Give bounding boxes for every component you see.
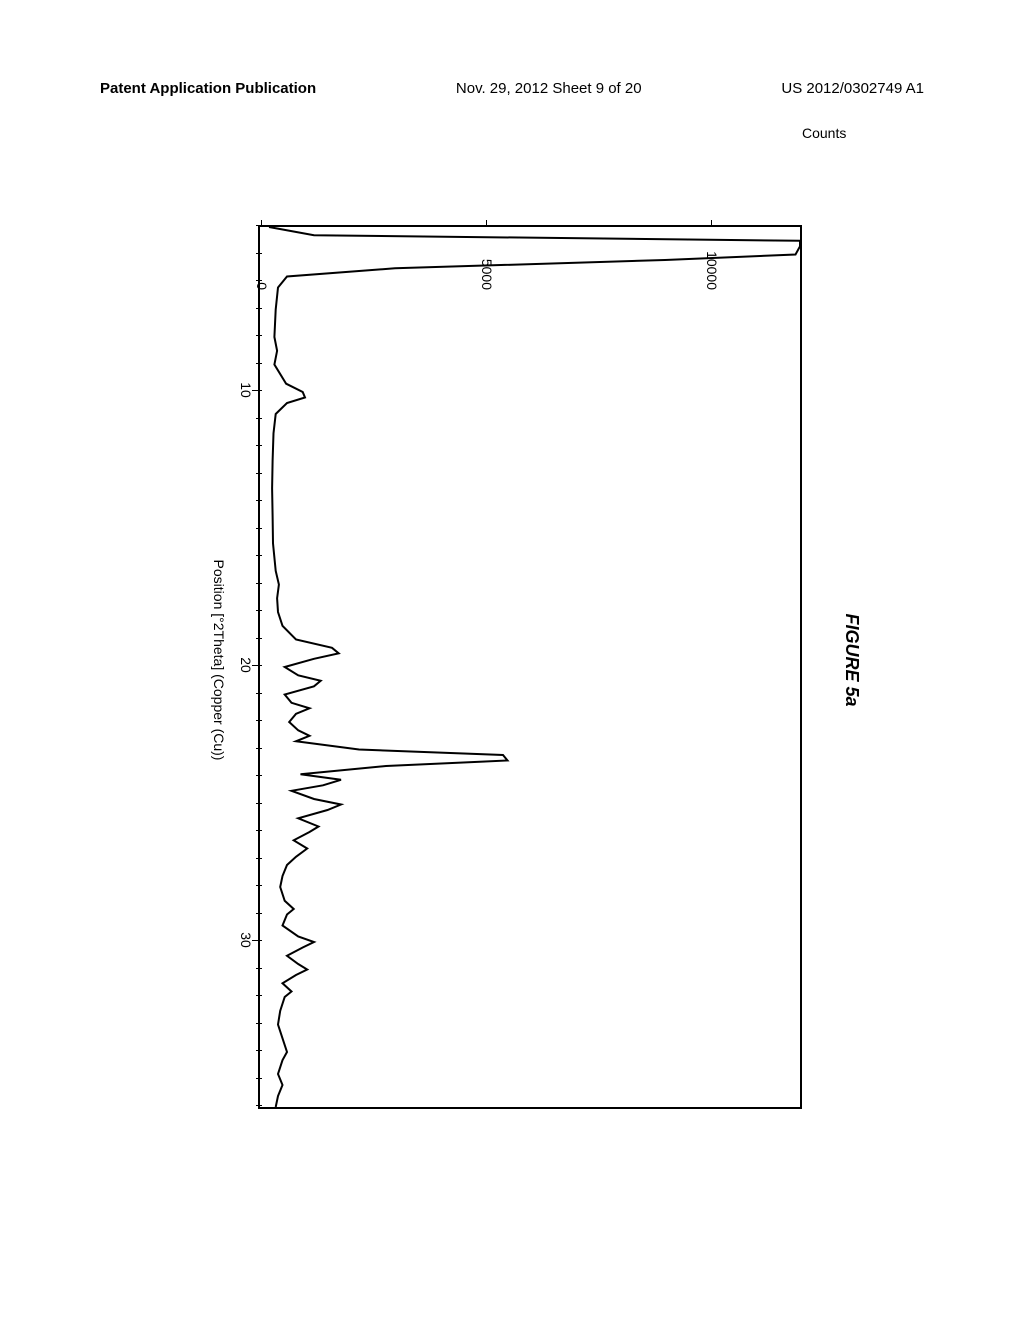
x-axis-label: Position [°2Theta] (Copper (Cu)) xyxy=(211,560,227,761)
x-tick-mark xyxy=(256,418,262,419)
x-tick-mark xyxy=(256,583,262,584)
x-tick-mark xyxy=(256,280,262,281)
plot-area xyxy=(258,225,802,1109)
x-tick-mark xyxy=(256,528,262,529)
header-publication-type: Patent Application Publication xyxy=(100,80,316,97)
x-tick-mark xyxy=(256,913,262,914)
x-tick-mark xyxy=(256,225,262,226)
x-tick-mark xyxy=(256,500,262,501)
y-tick-mark xyxy=(486,220,487,225)
x-ticks xyxy=(254,225,262,1105)
x-tick-mark xyxy=(256,363,262,364)
x-tick-mark xyxy=(256,610,262,611)
figure-title: FIGURE 5a xyxy=(841,613,862,706)
x-tick-mark xyxy=(256,858,262,859)
x-tick-mark xyxy=(256,720,262,721)
xrd-chart: FIGURE 5a Counts 0500010000 102030 Posit… xyxy=(162,135,862,1185)
x-tick-mark xyxy=(256,253,262,254)
x-tick-mark xyxy=(256,803,262,804)
x-tick-mark xyxy=(256,1050,262,1051)
x-tick-mark xyxy=(252,940,262,941)
x-tick-mark xyxy=(256,473,262,474)
x-tick-mark xyxy=(252,390,262,391)
page-header: Patent Application Publication Nov. 29, … xyxy=(0,80,1024,97)
x-tick-mark xyxy=(256,1023,262,1024)
x-tick-mark xyxy=(256,638,262,639)
x-tick-mark xyxy=(256,1105,262,1106)
x-tick-mark xyxy=(256,693,262,694)
y-tick-label: 5000 xyxy=(479,230,495,290)
x-tick-mark xyxy=(256,830,262,831)
x-tick-mark xyxy=(256,968,262,969)
y-tick-mark xyxy=(711,220,712,225)
x-tick-mark xyxy=(256,775,262,776)
x-tick-mark xyxy=(256,748,262,749)
page: Patent Application Publication Nov. 29, … xyxy=(0,0,1024,1320)
x-tick-mark xyxy=(256,445,262,446)
header-patent-number: US 2012/0302749 A1 xyxy=(781,80,924,97)
x-tick-mark xyxy=(256,335,262,336)
x-tick-mark xyxy=(256,555,262,556)
y-tick-label: 10000 xyxy=(704,230,720,290)
x-tick-mark xyxy=(256,308,262,309)
x-tick-mark xyxy=(252,665,262,666)
x-tick-mark xyxy=(256,995,262,996)
x-tick-mark xyxy=(256,885,262,886)
header-date-sheet: Nov. 29, 2012 Sheet 9 of 20 xyxy=(456,80,642,97)
x-tick-mark xyxy=(256,1078,262,1079)
xrd-spectrum-line xyxy=(260,227,800,1107)
y-axis-label: Counts xyxy=(802,125,846,141)
